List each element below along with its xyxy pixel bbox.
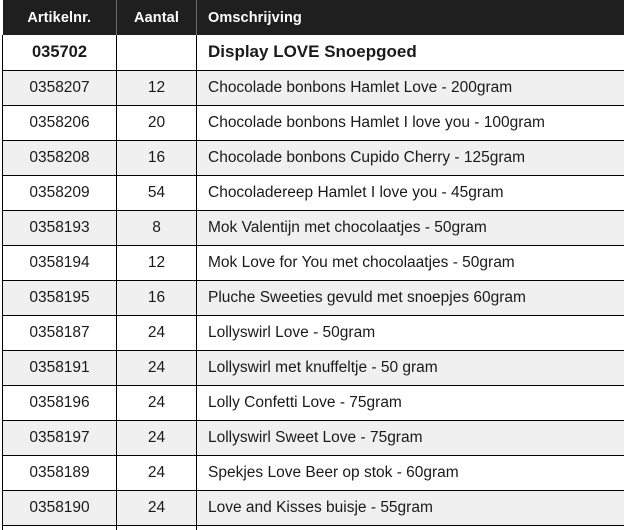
cell-artikelnr: 0358196 — [2, 385, 117, 421]
cell-artikelnr: 0358187 — [2, 315, 117, 351]
table-row[interactable]: 035702 Display LOVE Snoepgoed — [2, 35, 624, 71]
column-header-omschrijving[interactable]: Omschrijving — [208, 9, 302, 26]
cell-artikelnr — [2, 525, 117, 530]
table-head: Artikelnr. Aantal Omschrijving — [2, 0, 624, 35]
cell-aantal — [116, 525, 197, 530]
cell-artikelnr: 0358208 — [2, 140, 117, 176]
product-table-container: Artikelnr. Aantal Omschrijving 035702 Dis… — [2, 0, 624, 530]
table-row[interactable]: 0358191 24 Lollyswirl met knuffeltje - 50 … — [2, 350, 624, 386]
cell-artikelnr: 0358209 — [2, 175, 117, 211]
cell-omschrijving: Love and Kisses buisje - 55gram — [196, 490, 624, 526]
product-table: Artikelnr. Aantal Omschrijving 035702 Dis… — [2, 0, 624, 530]
table-row[interactable]: 0358197 24 Lollyswirl Sweet Love - 75gram — [2, 420, 624, 456]
cell-omschrijving: Lollyswirl Love - 50gram — [196, 315, 624, 351]
table-row[interactable]: 0358193 8 Mok Valentijn met chocolaatjes -… — [2, 210, 624, 246]
table-header-row: Artikelnr. Aantal Omschrijving — [2, 0, 624, 35]
cell-omschrijving: Chocolade bonbons Hamlet Love - 200gram — [196, 70, 624, 106]
cell-omschrijving: Mok Valentijn met chocolaatjes - 50gram — [196, 210, 624, 246]
cell-artikelnr: 0358195 — [2, 280, 117, 316]
table-row[interactable]: 0358194 12 Mok Love for You met chocolaatj… — [2, 245, 624, 281]
cell-omschrijving — [196, 525, 624, 530]
cell-aantal: 8 — [116, 210, 197, 246]
table-row[interactable]: 0358209 54 Chocoladereep Hamlet I love you… — [2, 175, 624, 211]
cell-artikelnr: 0358206 — [2, 105, 117, 141]
cell-aantal: 24 — [116, 420, 197, 456]
cell-aantal: 54 — [116, 175, 197, 211]
cell-aantal: 12 — [116, 245, 197, 281]
cell-omschrijving: Chocolade bonbons Cupido Cherry - 125gra… — [196, 140, 624, 176]
cell-artikelnr: 0358194 — [2, 245, 117, 281]
cell-omschrijving: Lollyswirl met knuffeltje - 50 gram — [196, 350, 624, 386]
table-row[interactable]: 0358207 12 Chocolade bonbons Hamlet Love -… — [2, 70, 624, 106]
column-header-artikelnr[interactable]: Artikelnr. — [2, 0, 117, 35]
cell-aantal: 24 — [116, 350, 197, 386]
cell-aantal: 24 — [116, 385, 197, 421]
cell-omschrijving: Lollyswirl Sweet Love - 75gram — [196, 420, 624, 456]
cell-omschrijving: Chocoladereep Hamlet I love you - 45gram — [196, 175, 624, 211]
cell-artikelnr: 0358207 — [2, 70, 117, 106]
cell-artikelnr: 0358189 — [2, 455, 117, 491]
cell-artikelnr: 0358191 — [2, 350, 117, 386]
table-row[interactable]: 0358187 24 Lollyswirl Love - 50gram — [2, 315, 624, 351]
cell-omschrijving: Chocolade bonbons Hamlet I love you - 10… — [196, 105, 624, 141]
table-row[interactable]: 0358189 24 Spekjes Love Beer op stok - 60g… — [2, 455, 624, 491]
cell-omschrijving: Pluche Sweeties gevuld met snoepjes 60gr… — [196, 280, 624, 316]
table-row[interactable]: 0358196 24 Lolly Confetti Love - 75gram — [2, 385, 624, 421]
cell-artikelnr: 0358197 — [2, 420, 117, 456]
table-row[interactable] — [2, 525, 624, 530]
cell-aantal: 24 — [116, 490, 197, 526]
cell-aantal: 16 — [116, 280, 197, 316]
cell-artikelnr: 0358193 — [2, 210, 117, 246]
cell-aantal — [116, 35, 197, 71]
cell-omschrijving: Lolly Confetti Love - 75gram — [196, 385, 624, 421]
table-row[interactable]: 0358190 24 Love and Kisses buisje - 55gram — [2, 490, 624, 526]
cell-aantal: 24 — [116, 315, 197, 351]
cell-omschrijving: Spekjes Love Beer op stok - 60gram — [196, 455, 624, 491]
cell-artikelnr: 035702 — [2, 35, 117, 71]
cell-aantal: 16 — [116, 140, 197, 176]
cell-aantal: 20 — [116, 105, 197, 141]
cell-omschrijving: Display LOVE Snoepgoed — [196, 35, 624, 71]
table-row[interactable]: 0358208 16 Chocolade bonbons Cupido Cherry… — [2, 140, 624, 176]
table-body: 035702 Display LOVE Snoepgoed 0358207 12 Cho… — [2, 35, 624, 530]
cell-aantal: 12 — [116, 70, 197, 106]
cell-aantal: 24 — [116, 455, 197, 491]
cell-omschrijving: Mok Love for You met chocolaatjes - 50gr… — [196, 245, 624, 281]
table-row[interactable]: 0358195 16 Pluche Sweeties gevuld met snoe… — [2, 280, 624, 316]
cell-artikelnr: 0358190 — [2, 490, 117, 526]
column-header-aantal[interactable]: Aantal — [116, 0, 197, 35]
table-row[interactable]: 0358206 20 Chocolade bonbons Hamlet I love… — [2, 105, 624, 141]
